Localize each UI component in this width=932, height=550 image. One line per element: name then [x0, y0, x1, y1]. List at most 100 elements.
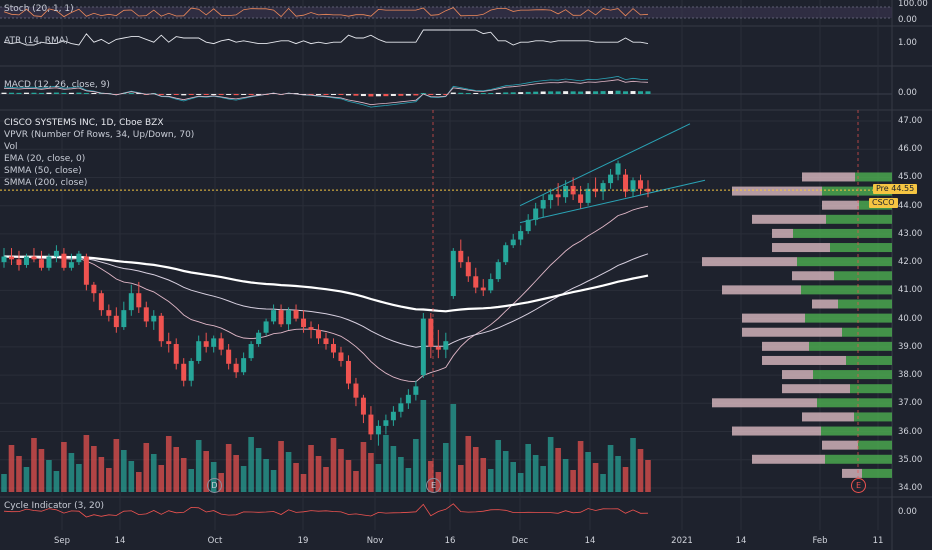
- candle-body: [555, 194, 561, 198]
- date-tick: 14: [114, 536, 126, 546]
- volume-bar: [562, 459, 569, 492]
- volume-bar: [457, 465, 464, 492]
- upcoming-earnings-marker[interactable]: E: [851, 478, 866, 493]
- candle-body: [413, 386, 419, 395]
- price-tick: 38.00: [898, 370, 923, 381]
- candle-body: [480, 287, 486, 291]
- macd-bar: [128, 93, 134, 94]
- volume-bar: [240, 466, 247, 492]
- macd-bar: [563, 91, 569, 94]
- macd-bar: [578, 91, 584, 94]
- indicator-smma50[interactable]: SMMA (50, close): [4, 166, 82, 176]
- volume-bar: [330, 438, 337, 492]
- candle-body: [615, 163, 621, 175]
- macd-bar: [593, 91, 599, 94]
- macd-bar: [46, 92, 52, 94]
- indicator-vpvr[interactable]: VPVR (Number Of Rows, 34, Up/Down, 70): [4, 130, 195, 140]
- volume-bar: [443, 443, 449, 492]
- volume-bar: [278, 441, 284, 492]
- candle-body: [540, 200, 546, 209]
- candle-body: [83, 256, 89, 285]
- vpvr-up-bar: [797, 257, 892, 267]
- macd-bar: [166, 94, 172, 95]
- vpvr-up-bar: [854, 412, 892, 422]
- indicator-vol[interactable]: Vol: [4, 142, 18, 152]
- volume-bar: [622, 467, 629, 492]
- macd-bar: [1, 92, 7, 94]
- atr-label[interactable]: ATR (14, RMA): [4, 36, 69, 46]
- volume-bar: [8, 445, 15, 492]
- date-tick: 14: [584, 536, 596, 546]
- macd-bar: [443, 94, 449, 95]
- vpvr-up-bar: [821, 426, 892, 436]
- date-tick: 14: [735, 536, 747, 546]
- volume-bar: [517, 473, 524, 492]
- macd-bar: [68, 92, 74, 94]
- macd-signal-line: [3, 79, 649, 106]
- macd-bar: [570, 91, 576, 94]
- macd-bar: [226, 94, 232, 95]
- stoch-label[interactable]: Stoch (20, 1, 1): [4, 4, 74, 14]
- vpvr-up-bar: [846, 355, 892, 365]
- price-tick: 45.00: [898, 172, 923, 183]
- dividend-marker[interactable]: D: [207, 478, 222, 493]
- candle-body: [473, 276, 479, 288]
- volume-bar: [233, 455, 239, 492]
- candle-body: [368, 414, 374, 435]
- vpvr-down-bar: [792, 271, 834, 281]
- macd-bar: [76, 92, 82, 94]
- volume-bar: [293, 463, 299, 492]
- volume-bar: [83, 435, 90, 492]
- macd-bar: [608, 90, 614, 94]
- volume-bar: [502, 451, 509, 492]
- macd-bar: [181, 94, 187, 96]
- date-tick: Dec: [511, 536, 529, 546]
- macd-bar: [136, 93, 142, 94]
- volume-bar: [487, 469, 494, 492]
- volume-bar: [76, 464, 82, 492]
- macd-bar: [615, 90, 621, 94]
- date-tick: Oct: [207, 536, 223, 546]
- main-title: CISCO SYSTEMS INC, 1D, Cboe BZX: [4, 118, 164, 128]
- stoch-axis-100: 100.00: [898, 0, 928, 9]
- candle-body: [181, 363, 187, 381]
- volume-bar: [46, 460, 52, 492]
- candle-body: [638, 180, 644, 189]
- macd-bar: [458, 92, 464, 94]
- candle-body: [390, 411, 396, 421]
- volume-bar: [285, 452, 292, 492]
- volume-bar: [135, 472, 142, 492]
- macd-bar: [533, 91, 539, 94]
- earnings-marker[interactable]: E: [426, 478, 441, 493]
- macd-label[interactable]: MACD (12, 26, close, 9): [4, 80, 110, 90]
- vpvr-down-bar: [812, 299, 838, 309]
- volume-bar: [315, 456, 322, 492]
- macd-bar: [91, 93, 97, 94]
- cycle-label[interactable]: Cycle Indicator (3, 20): [4, 501, 105, 511]
- macd-bar: [360, 94, 366, 97]
- volume-bar: [31, 438, 37, 492]
- vpvr-up-bar: [809, 341, 892, 351]
- macd-bar: [645, 91, 651, 94]
- indicator-ema[interactable]: EMA (20, close, 0): [4, 154, 86, 164]
- volume-bar: [570, 470, 576, 492]
- volume-bar: [577, 441, 584, 492]
- vpvr-up-bar: [842, 327, 892, 337]
- indicator-smma200[interactable]: SMMA (200, close): [4, 178, 88, 188]
- vpvr-up-bar: [817, 398, 892, 408]
- date-tick: 2021: [671, 536, 693, 546]
- volume-bar: [495, 440, 502, 492]
- macd-bar: [413, 94, 419, 96]
- macd-bar: [525, 91, 531, 94]
- volume-bar: [420, 400, 427, 492]
- candle-body: [263, 321, 269, 333]
- volume-bar: [592, 463, 599, 492]
- vpvr-up-bar: [801, 285, 892, 295]
- vpvr-down-bar: [712, 398, 817, 408]
- vpvr-down-bar: [742, 327, 842, 337]
- vpvr-down-bar: [842, 468, 862, 478]
- macd-bar: [623, 91, 629, 94]
- vpvr-up-bar: [834, 271, 892, 281]
